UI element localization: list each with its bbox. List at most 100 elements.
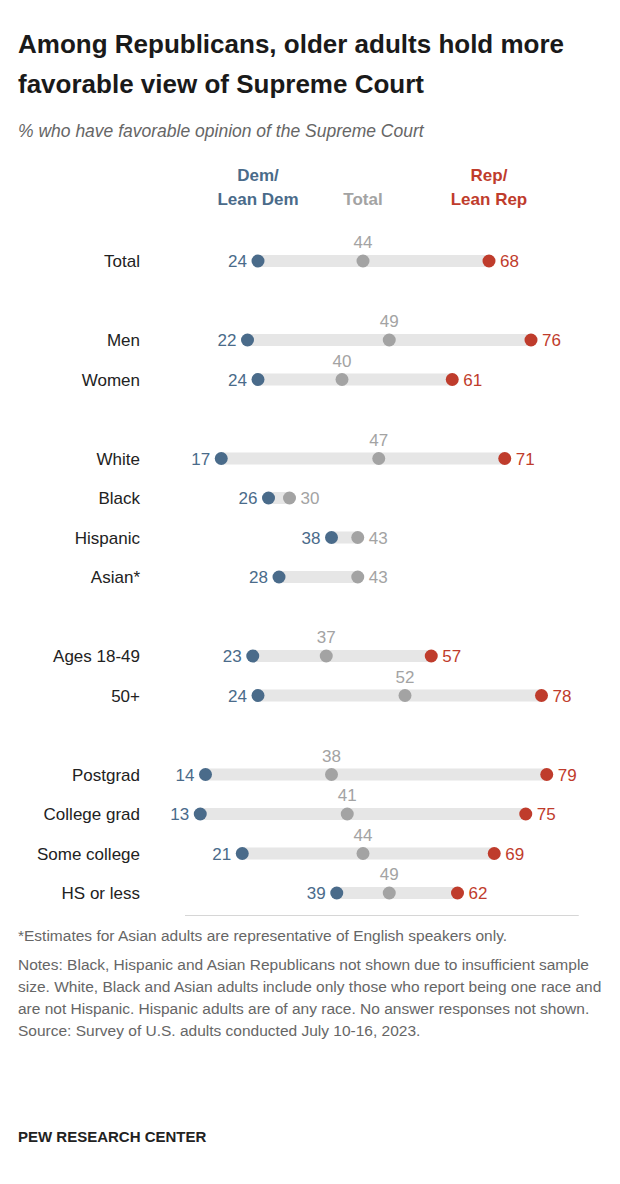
data-label: 62 [469,884,488,903]
source-line: Source: Survey of U.S. adults conducted … [18,1022,420,1039]
chart: Among Republicans, older adults hold mor… [0,0,620,1184]
dot [446,373,459,386]
data-label: 68 [500,252,519,271]
series-header-line: Total [343,190,382,209]
footnote: *Estimates for Asian adults are represen… [18,927,507,944]
data-label: 13 [170,805,189,824]
dot [488,847,501,860]
dot [330,887,343,900]
dot [357,255,370,268]
dot [283,492,296,505]
data-label: 37 [317,628,336,647]
notes-line: are not Hispanic. Hispanic adults are of… [18,1000,589,1017]
data-label: 57 [442,647,461,666]
dot [320,650,333,663]
category-label: Total [104,252,140,271]
dot [540,768,553,781]
data-label: 78 [553,687,572,706]
dot [252,689,265,702]
range-track [258,690,542,702]
range-track [242,848,494,860]
series-header: Dem/Lean Dem [217,166,298,209]
dot [357,847,370,860]
data-label: 47 [369,431,388,450]
data-label: 43 [369,568,388,587]
credit: PEW RESEARCH CENTER [18,1128,207,1145]
notes: Notes: Black, Hispanic and Asian Republi… [18,956,601,1017]
dot [241,334,254,347]
title-line: favorable view of Supreme Court [18,69,424,99]
dot [325,531,338,544]
dot [194,808,207,821]
dot [252,255,265,268]
series-header-line: Dem/ [237,166,279,185]
series-header-line: Rep/ [471,166,508,185]
range-track [221,453,505,465]
dot [215,452,228,465]
dot [252,373,265,386]
dot [519,808,532,821]
dot [372,452,385,465]
series-header-line: Lean Dem [217,190,298,209]
category-label: Ages 18-49 [53,647,140,666]
data-label: 39 [307,884,326,903]
data-label: 44 [354,233,373,252]
data-label: 69 [505,845,524,864]
category-label: Postgrad [72,766,140,785]
dot [273,571,286,584]
dot [199,768,212,781]
data-label: 52 [396,668,415,687]
data-label: 23 [223,647,242,666]
series-header-line: Lean Rep [451,190,528,209]
title-line: Among Republicans, older adults hold mor… [18,29,564,59]
dot [246,650,259,663]
dot [498,452,511,465]
dot [451,887,464,900]
dot [399,689,412,702]
category-label: HS or less [62,884,140,903]
range-track [200,808,526,820]
x-axis [185,915,579,916]
range-track [206,769,547,781]
data-label: 76 [542,331,561,350]
range-track [337,887,458,899]
series-header: Rep/Lean Rep [451,166,528,209]
dot [351,531,364,544]
dot [525,334,538,347]
data-label: 41 [338,786,357,805]
category-label: College grad [44,805,140,824]
range-track [279,571,358,583]
data-label: 24 [228,687,247,706]
data-label: 30 [301,489,320,508]
dot [336,373,349,386]
category-label: Women [82,371,140,390]
range-track [253,650,432,662]
data-label: 43 [369,529,388,548]
range-track [258,255,489,267]
notes-line: Notes: Black, Hispanic and Asian Republi… [18,956,589,973]
dot [341,808,354,821]
data-label: 21 [212,845,231,864]
category-label: Asian* [91,568,141,587]
category-label: Black [98,489,140,508]
category-labels: TotalMenWomenWhiteBlackHispanicAsian*Age… [37,252,141,903]
category-label: Some college [37,845,140,864]
footnote-line: *Estimates for Asian adults are represen… [18,927,507,944]
data-label: 61 [463,371,482,390]
dot [262,492,275,505]
dot [351,571,364,584]
range-track [258,374,452,386]
data-label: 49 [380,865,399,884]
data-label: 14 [176,766,195,785]
data-label: 26 [239,489,258,508]
data-label: 44 [354,826,373,845]
data-label: 38 [322,747,341,766]
category-label: 50+ [111,687,140,706]
dot [325,768,338,781]
subtitle: % who have favorable opinion of the Supr… [18,121,425,141]
data-label: 71 [516,450,535,469]
data-labels: 2422241726382823241413213944494047304343… [170,233,576,903]
data-label: 40 [333,352,352,371]
range-track [248,334,532,346]
category-label: White [97,450,140,469]
